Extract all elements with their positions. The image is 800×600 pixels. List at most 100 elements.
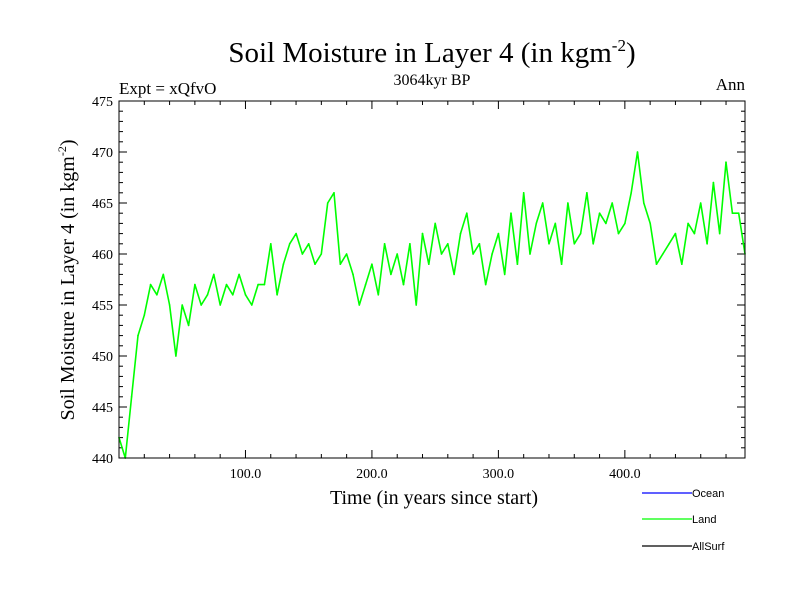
data-point (149, 283, 152, 286)
data-point (130, 396, 133, 398)
data-point (390, 273, 392, 276)
data-point (295, 232, 297, 235)
data-point (560, 263, 563, 266)
season-label: Ann (716, 75, 746, 94)
data-point (244, 294, 247, 296)
data-point (522, 192, 525, 194)
data-point (598, 212, 601, 214)
data-point (175, 355, 177, 357)
data-point (383, 243, 386, 245)
data-point (491, 253, 493, 255)
data-point (345, 253, 348, 255)
chart-title: Soil Moisture in Layer 4 (in kgm-2) (228, 36, 635, 69)
data-point (573, 243, 576, 245)
data-point (358, 304, 361, 306)
data-point (352, 273, 354, 276)
data-point (731, 212, 734, 214)
data-point (225, 283, 228, 286)
data-point (440, 253, 443, 255)
x-tick-label: 300.0 (483, 467, 515, 482)
data-point (541, 202, 544, 204)
data-point (377, 294, 380, 296)
data-point (415, 304, 418, 306)
data-point (586, 192, 588, 194)
data-point (453, 273, 455, 276)
data-point (472, 253, 474, 255)
data-point (200, 304, 202, 306)
data-point (674, 232, 677, 235)
data-point (516, 263, 519, 266)
y-tick-label: 460 (92, 248, 113, 263)
data-point (168, 304, 171, 306)
data-point (592, 243, 594, 245)
data-point (307, 243, 310, 245)
data-point (497, 232, 500, 235)
data-point (529, 253, 531, 255)
data-point (624, 222, 626, 225)
data-point (219, 304, 221, 306)
data-point (605, 222, 607, 225)
data-point (333, 192, 335, 194)
data-point (681, 263, 683, 266)
data-point (232, 294, 234, 296)
data-point (143, 314, 146, 317)
data-point (181, 304, 183, 306)
data-point (548, 243, 550, 245)
data-point (617, 232, 620, 235)
data-point (421, 232, 424, 235)
data-point (649, 222, 651, 225)
data-point (156, 294, 158, 296)
data-point (213, 273, 215, 276)
data-point (301, 253, 304, 255)
data-point (668, 243, 670, 245)
legend-allsurf-label: AllSurf (692, 541, 725, 553)
data-point (611, 202, 613, 204)
experiment-label: Expt = xQfvO (119, 79, 216, 98)
data-point (320, 253, 323, 255)
data-point (314, 263, 316, 266)
data-point (712, 181, 715, 184)
data-point (636, 151, 639, 153)
data-point (484, 283, 487, 286)
period-label: 3064kyr BP (394, 72, 471, 89)
data-point (687, 222, 689, 225)
data-point (554, 222, 557, 225)
data-point (737, 212, 740, 214)
axis-ticks (119, 100, 745, 459)
series-line-land (118, 151, 746, 459)
data-point (459, 232, 462, 235)
data-point (270, 243, 272, 245)
data-point (693, 232, 696, 235)
data-point (579, 232, 582, 235)
data-series (118, 151, 746, 459)
data-point (434, 222, 437, 225)
data-point (428, 263, 430, 266)
data-point (282, 263, 285, 266)
y-tick-labels: 440 445 450 455 460 465 470 475 (92, 95, 113, 467)
data-point (396, 253, 399, 255)
data-point (162, 273, 165, 276)
data-point (725, 161, 727, 163)
data-point (655, 263, 658, 266)
data-point (718, 232, 721, 235)
data-point (364, 283, 367, 286)
data-point (630, 192, 632, 194)
data-point (706, 243, 708, 245)
y-tick-label: 445 (92, 401, 113, 416)
y-tick-label: 465 (92, 197, 113, 212)
data-point (137, 334, 139, 337)
data-point (643, 202, 645, 204)
data-point (326, 202, 329, 204)
data-point (699, 202, 702, 204)
data-point (535, 222, 538, 225)
data-point (402, 283, 405, 286)
legend-ocean-label: Ocean (692, 488, 724, 500)
data-point (238, 273, 240, 276)
x-axis-label: Time (in years since start) (330, 487, 538, 509)
data-point (478, 243, 481, 245)
data-point (371, 263, 373, 266)
data-point (447, 243, 449, 245)
data-point (288, 243, 291, 245)
y-tick-label: 475 (92, 95, 113, 110)
